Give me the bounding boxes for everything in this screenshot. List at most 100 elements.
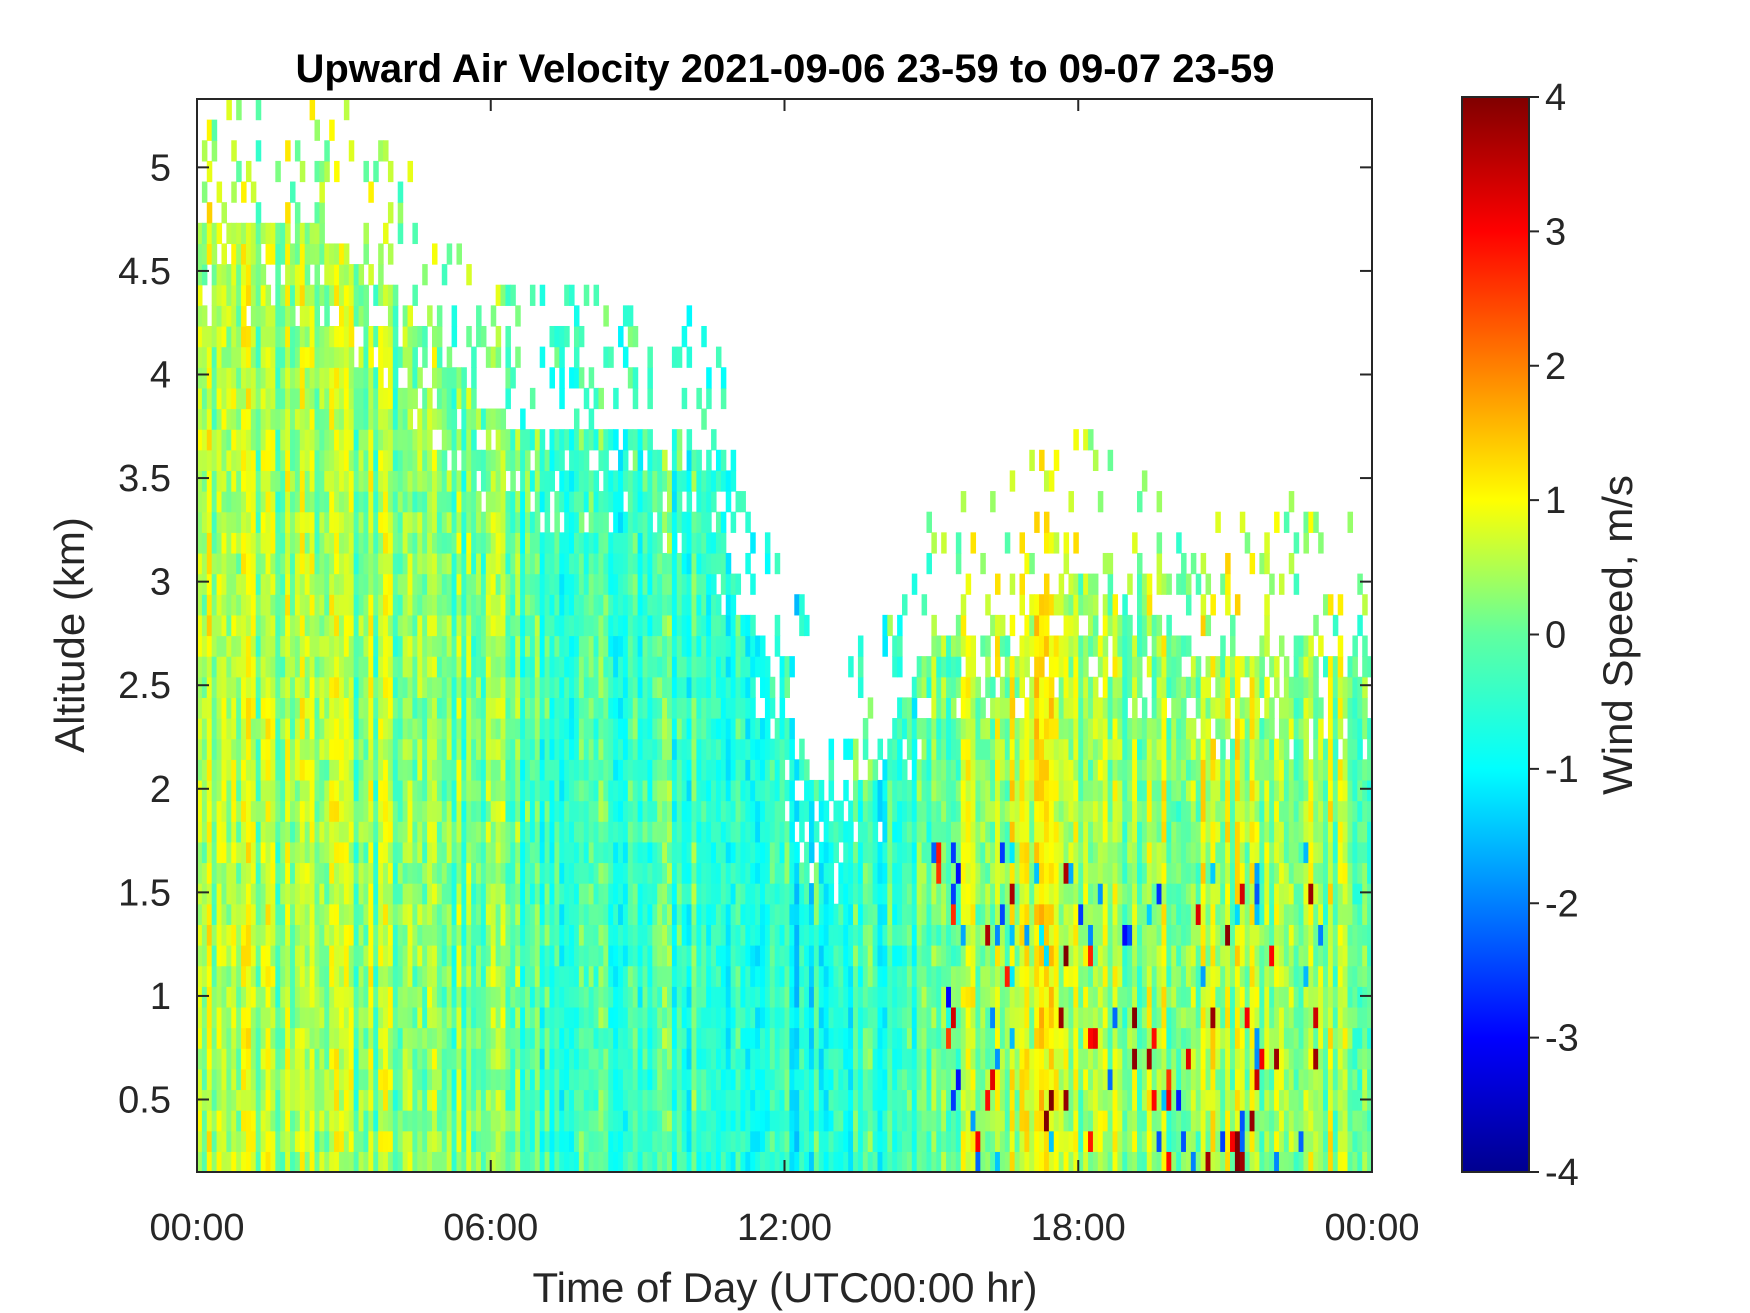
heatmap-cell [769,779,776,802]
heatmap-cell [525,759,531,781]
heatmap-cell [236,284,242,306]
heatmap-cell [373,903,379,925]
heatmap-cell [711,1089,717,1111]
heatmap-cell [290,387,296,410]
heatmap-cell [525,552,531,575]
heatmap-cell [417,573,423,595]
heatmap-cell [794,800,800,822]
heatmap-cell [294,883,301,905]
heatmap-cell [564,614,570,637]
heatmap-cell [720,656,727,678]
heatmap-cell [495,594,502,616]
heatmap-cell [304,676,311,698]
heatmap-cell [471,387,477,410]
heatmap-cell [632,635,639,657]
heatmap-cell [554,945,560,967]
heatmap-cell [412,841,418,864]
heatmap-cell [368,408,374,430]
heatmap-cell [520,573,526,595]
heatmap-cell [701,779,707,802]
heatmap-cell [363,449,369,472]
heatmap-cell [720,841,727,864]
heatmap-cell [725,1110,732,1132]
heatmap-cell [667,532,673,554]
heatmap-cell [520,470,526,492]
heatmap-cell [505,491,511,513]
heatmap-cell [383,800,389,822]
heatmap-cell [407,1068,414,1091]
heatmap-cell [334,594,340,616]
heatmap-cell [324,1027,330,1049]
heatmap-cell [622,449,629,472]
heatmap-cell [618,614,624,637]
heatmap-cell [456,800,462,822]
heatmap-cell [456,945,462,967]
heatmap-cell [476,676,482,698]
heatmap-cell [529,759,536,781]
heatmap-cell [715,532,722,554]
heatmap-cell [270,1027,276,1049]
heatmap-cell [304,718,311,740]
heatmap-cell [740,491,746,513]
heatmap-cell [569,635,575,657]
heatmap-cell [290,779,296,802]
heatmap-cell [329,1068,335,1091]
heatmap-cell [216,1027,223,1049]
heatmap-cell [711,862,717,884]
heatmap-cell [681,1151,688,1172]
heatmap-cell [564,903,570,925]
heatmap-cell [642,1027,649,1049]
heatmap-cell [329,1089,335,1111]
heatmap-cell [441,491,448,513]
heatmap-cell [789,1110,795,1132]
heatmap-cell [397,449,404,472]
heatmap-cell [236,635,242,657]
heatmap-cell [593,656,600,678]
heatmap-cell [432,594,438,616]
heatmap-cell [715,697,722,719]
heatmap-cell [417,449,423,472]
heatmap-cell [701,1151,707,1172]
heatmap-cell [451,552,458,575]
heatmap-cell [495,552,502,575]
heatmap-cell [201,1151,208,1172]
heatmap-cell [299,552,306,575]
heatmap-cell [784,1110,790,1132]
heatmap-cell [260,924,267,946]
heatmap-cell [760,965,766,987]
heatmap-cell [662,883,668,905]
heatmap-cell [554,1089,560,1111]
heatmap-cell [662,759,668,781]
heatmap-cell [343,903,350,925]
heatmap-cell [397,346,404,368]
heatmap-cell [627,924,634,946]
heatmap-cell [784,1089,790,1111]
heatmap-cell [407,1130,414,1152]
heatmap-cell [197,305,203,327]
heatmap-cell [329,387,335,410]
heatmap-cell [569,738,575,760]
heatmap-cell [603,594,609,616]
heatmap-cell [583,1068,590,1091]
heatmap-cell [368,903,374,925]
heatmap-cell [255,738,262,760]
heatmap-cell [657,614,663,637]
heatmap-cell [598,552,604,575]
heatmap-cell [588,656,595,678]
heatmap-cell [456,1048,462,1070]
heatmap-cell [402,552,409,575]
heatmap-cell [593,883,600,905]
heatmap-cell [515,573,521,595]
heatmap-cell [789,945,795,967]
heatmap-cell [304,222,311,245]
heatmap-cell [383,1110,389,1132]
heatmap-cell [569,1048,575,1070]
heatmap-cell [432,738,438,760]
heatmap-cell [309,408,316,430]
heatmap-cell [343,614,350,637]
heatmap-cell [427,986,433,1008]
heatmap-cell [549,821,555,843]
heatmap-cell [338,532,345,554]
heatmap-cell [833,986,839,1008]
heatmap-cell [358,718,365,740]
